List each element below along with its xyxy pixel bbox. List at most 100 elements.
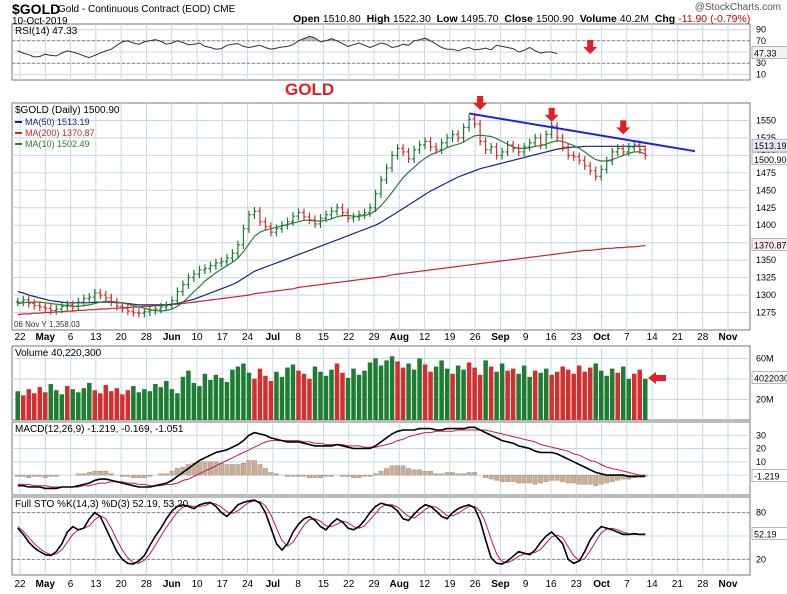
volume-bar	[224, 381, 230, 420]
price-ytick: 1350	[756, 255, 776, 265]
macd-ytick: 10	[756, 457, 766, 467]
volume-bar	[180, 376, 186, 420]
volume-bar	[59, 394, 65, 420]
volume-bar	[422, 364, 428, 420]
price-xtick: 14	[647, 332, 659, 343]
sto-xtick: 21	[672, 579, 684, 590]
sto-xtick: Sep	[491, 579, 509, 590]
macd-histogram-bar	[42, 474, 48, 478]
sto-xtick: 29	[368, 579, 380, 590]
macd-histogram-bar	[191, 462, 197, 476]
sto-xtick: Oct	[593, 579, 610, 590]
volume-last-tag-box	[751, 371, 787, 384]
trendline	[468, 112, 696, 153]
macd-histogram-bar	[340, 474, 345, 477]
volume-bar	[576, 365, 582, 420]
high-value: 1522.30	[392, 13, 431, 25]
price-xtick: Jun	[163, 332, 181, 343]
volume-bar	[505, 370, 510, 420]
sto-d-line	[17, 500, 646, 564]
macd-histogram-bar	[362, 474, 367, 477]
macd-histogram-bar	[549, 474, 555, 481]
volume-bar	[417, 358, 422, 420]
price-ytick: 1450	[756, 185, 776, 195]
price-title: $GOLD (Daily) 1500.90	[15, 105, 120, 116]
volume-bar	[120, 394, 125, 420]
sto-xtick: 6	[68, 579, 74, 590]
volume-bar	[400, 367, 406, 420]
rsi-last-tag-box	[751, 46, 787, 59]
volume-bar	[351, 368, 356, 420]
volume-bar	[499, 363, 505, 420]
macd-histogram-bar	[609, 474, 615, 482]
price-ytick: 1475	[756, 168, 776, 178]
macd-histogram-bar	[147, 474, 153, 477]
volume-bar	[158, 387, 164, 420]
macd-histogram-bar	[252, 460, 257, 476]
volume-bar	[230, 369, 235, 420]
volume-bar	[340, 372, 345, 420]
volume-bar	[466, 362, 472, 420]
price-xtick: 23	[571, 332, 583, 343]
quote-bar: Open 1510.80 High 1522.30 Low 1495.70 Cl…	[293, 13, 750, 25]
volume-bar	[494, 371, 499, 420]
volume-bar	[389, 356, 395, 420]
macd-histogram-bar	[75, 473, 81, 476]
volume-bar	[290, 364, 296, 420]
volume-bar	[191, 383, 197, 420]
sto-xtick: 9	[523, 579, 529, 590]
volume-bar	[87, 383, 92, 420]
volume-bar	[65, 386, 70, 420]
macd-histogram-bar	[158, 473, 164, 476]
price-xtick: 22	[14, 332, 26, 343]
volume-bar	[15, 391, 21, 420]
volume-bar	[246, 372, 252, 420]
volume-bar	[587, 367, 593, 420]
macd-last-tag-box	[751, 469, 787, 482]
volume-bar	[323, 375, 329, 420]
price-xtick: 17	[217, 332, 229, 343]
volume-bar	[433, 366, 439, 420]
macd-histogram-bar	[483, 474, 489, 478]
volume-bar	[76, 392, 81, 420]
macd-histogram-bar	[576, 474, 582, 485]
volume-value: 40.2M	[619, 13, 649, 25]
volume-bar	[43, 392, 48, 420]
sto-xtick: 15	[318, 579, 330, 590]
sto-xtick: 23	[571, 579, 583, 590]
price-ytick: 1425	[756, 203, 776, 213]
volume-bar	[378, 365, 384, 420]
close-tag-box	[751, 152, 787, 166]
macd-histogram-bar	[554, 474, 560, 481]
macd-histogram-bar	[455, 473, 461, 476]
description-text: Gold - Continuous Contract (EOD)	[58, 4, 211, 15]
volume-bar	[235, 366, 241, 420]
stockcharts-logo[interactable]: @StockCharts.com	[694, 2, 781, 13]
volume-bar	[367, 362, 373, 420]
high-label: High	[366, 13, 390, 25]
volume-bar	[208, 379, 213, 420]
price-xtick: 22	[343, 332, 355, 343]
macd-histogram-bar	[521, 474, 527, 484]
volume-bar	[26, 389, 32, 420]
macd-histogram-bar	[400, 465, 406, 476]
macd-histogram-bar	[466, 472, 472, 476]
exchange-text: CME	[213, 4, 236, 15]
volume-bar	[114, 388, 120, 420]
macd-histogram-bar	[274, 473, 279, 476]
volume-bar	[444, 368, 450, 420]
volume-ytick: 60M	[756, 353, 774, 363]
macd-histogram-bar	[97, 470, 103, 476]
sto-xtick: Jun	[163, 579, 181, 590]
volume-bar	[615, 372, 620, 420]
macd-line	[17, 426, 646, 490]
sto-xtick: 16	[545, 579, 557, 590]
macd-histogram-bar	[450, 472, 455, 476]
volume-bar	[103, 385, 109, 420]
volume-bar	[565, 369, 571, 420]
macd-histogram-bar	[510, 474, 516, 482]
macd-histogram-bar	[163, 473, 169, 476]
sto-xtick: May	[36, 579, 56, 590]
volume-bar	[296, 370, 301, 420]
volume-bar	[532, 370, 538, 420]
